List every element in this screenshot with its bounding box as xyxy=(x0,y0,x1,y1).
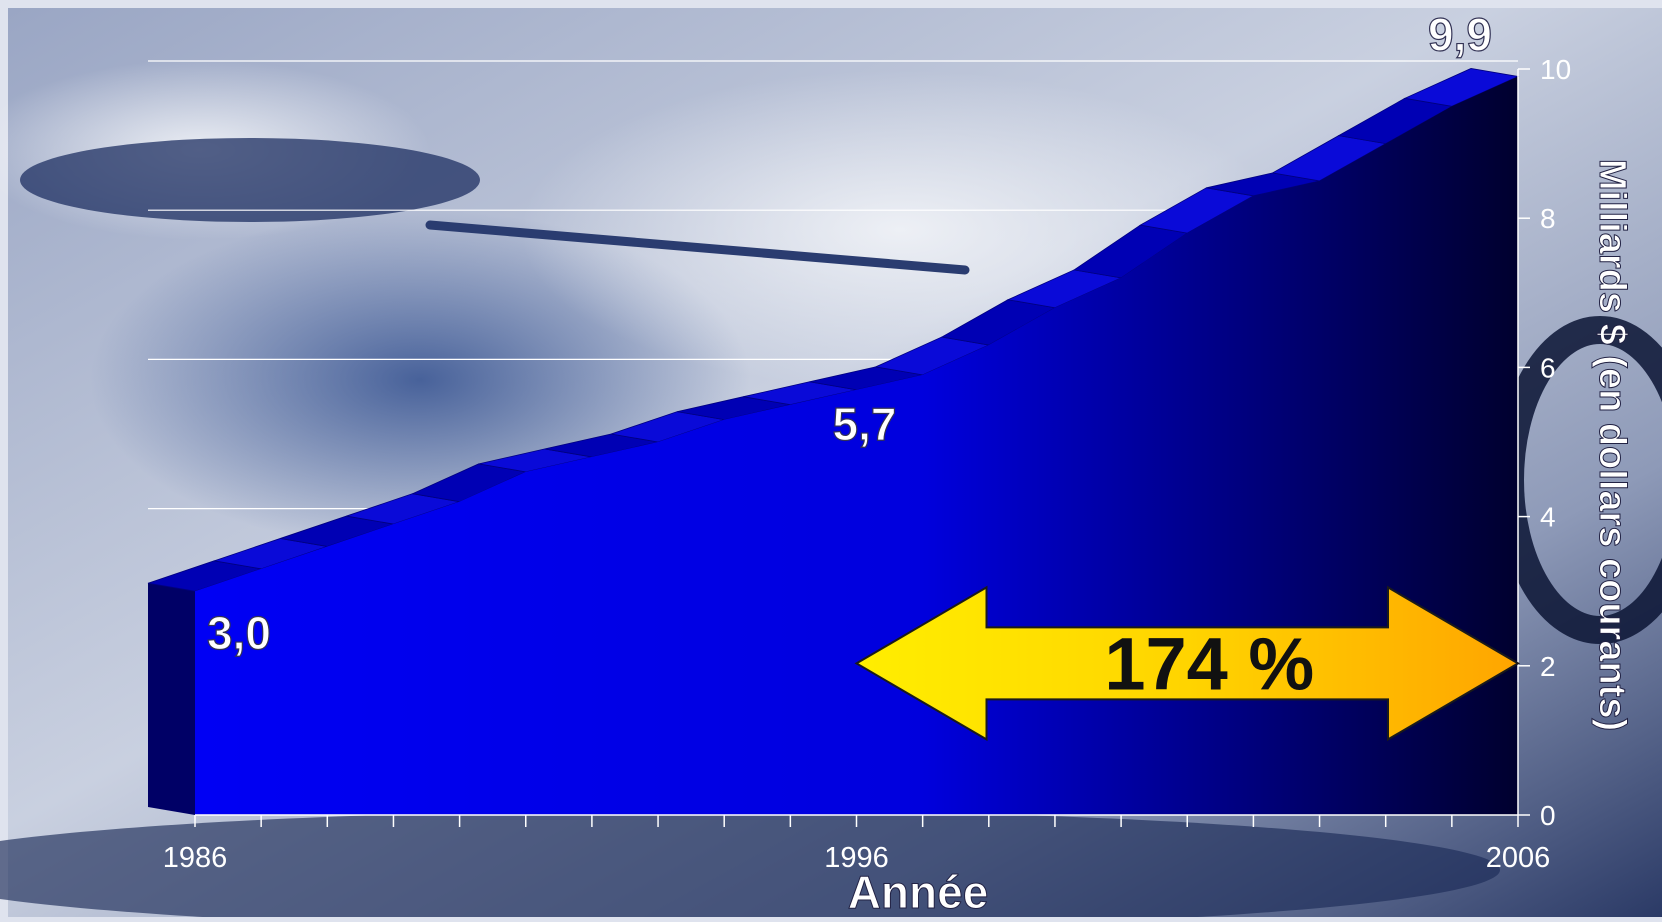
x-tick-label: 1996 xyxy=(824,842,889,874)
x-tick-label: 2006 xyxy=(1486,842,1551,874)
y-axis: 0 2 4 6 8 10 xyxy=(1517,54,1571,831)
data-labels: 3,0 5,7 9,9 xyxy=(206,8,1492,660)
y-tick-label: 8 xyxy=(1540,203,1556,234)
area-top-segment xyxy=(1403,68,1520,107)
data-label: 3,0 xyxy=(207,607,271,659)
data-label: 9,9 xyxy=(1428,8,1492,60)
double-arrow-shape xyxy=(854,585,1520,742)
data-label: 5,7 xyxy=(833,398,897,450)
y-tick-label: 4 xyxy=(1540,502,1556,533)
growth-percent-label: 174 % xyxy=(1104,622,1314,705)
y-axis-label: Milliards $ (en dollars courants) xyxy=(1591,159,1633,731)
area-side-face xyxy=(148,583,195,815)
y-tick-label: 0 xyxy=(1540,800,1556,831)
growth-arrow: 174 % xyxy=(854,585,1520,742)
x-axis-label: Année xyxy=(848,866,989,917)
y-tick-label: 2 xyxy=(1540,651,1556,682)
x-tick-label: 1986 xyxy=(163,842,228,874)
y-tick-label: 10 xyxy=(1540,54,1571,85)
y-tick-label: 6 xyxy=(1540,352,1556,383)
x-axis: 1986 1996 2006 xyxy=(163,814,1551,874)
